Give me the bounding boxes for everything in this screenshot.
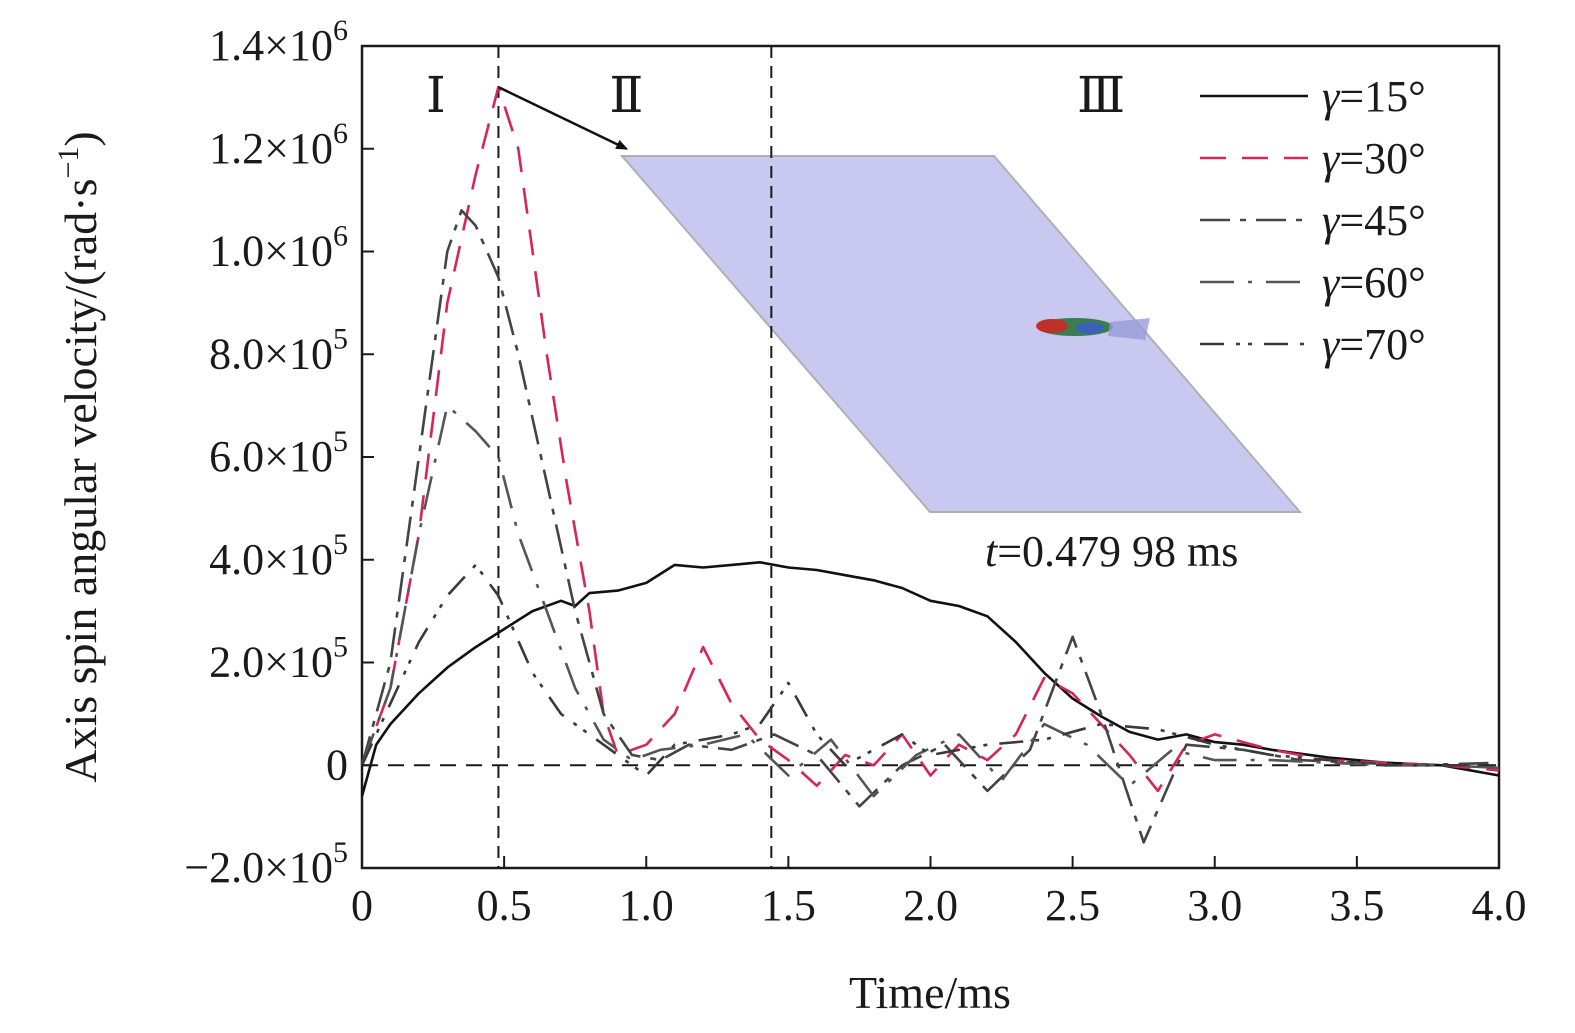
y-tick-label: 2.0×105 <box>209 631 348 687</box>
x-tick-label: 2.0 <box>903 881 958 930</box>
x-axis-title: Time/ms <box>849 967 1011 1018</box>
legend-label-4: γ=60° <box>1322 258 1426 307</box>
series-line-5 <box>360 563 1499 777</box>
annotation-arrow <box>497 85 629 150</box>
projectile-icon <box>1036 318 1150 340</box>
legend-label-5: γ=70° <box>1322 320 1426 369</box>
y-tick-label: 1.0×106 <box>209 220 348 276</box>
annotation-text: t=0.479 98 ms <box>985 527 1238 576</box>
y-tick-label: 8.0×105 <box>209 322 348 378</box>
legend-label-1: γ=15° <box>1322 72 1426 121</box>
y-tick-label: 1.4×106 <box>209 14 348 70</box>
y-tick-label: 1.2×106 <box>209 117 348 173</box>
y-axis-title: Axis spin angular velocity/(rad·s−1) <box>52 131 106 783</box>
region-label-3: Ⅲ <box>1077 67 1125 123</box>
y-tick-label: 6.0×105 <box>209 425 348 481</box>
x-tick-label: 1.5 <box>761 881 816 930</box>
legend-label-2: γ=30° <box>1322 134 1426 183</box>
legend-label-3: γ=45° <box>1322 196 1426 245</box>
x-tick-label: 1.0 <box>619 881 674 930</box>
y-tick-label: 4.0×105 <box>209 528 348 584</box>
series-line-1 <box>360 560 1500 797</box>
y-tick-label: −2.0×105 <box>184 836 348 892</box>
x-tick-label: 3.0 <box>1187 881 1242 930</box>
x-tick-label: 2.5 <box>1045 881 1100 930</box>
region-label-2: Ⅱ <box>609 67 643 123</box>
x-tick-label: 0.5 <box>477 881 532 930</box>
x-tick-label: 4.0 <box>1472 881 1527 930</box>
inset-target-plate <box>619 155 1303 513</box>
x-tick-label: 0 <box>351 881 373 930</box>
region-label-1: Ⅰ <box>426 67 446 123</box>
x-tick-label: 3.5 <box>1329 881 1384 930</box>
series-line-2 <box>360 85 1500 793</box>
inset-snapshot <box>619 155 1303 513</box>
y-tick-label: 0 <box>326 740 348 789</box>
series-line-3 <box>360 209 1500 844</box>
series-line-4 <box>360 404 1500 798</box>
